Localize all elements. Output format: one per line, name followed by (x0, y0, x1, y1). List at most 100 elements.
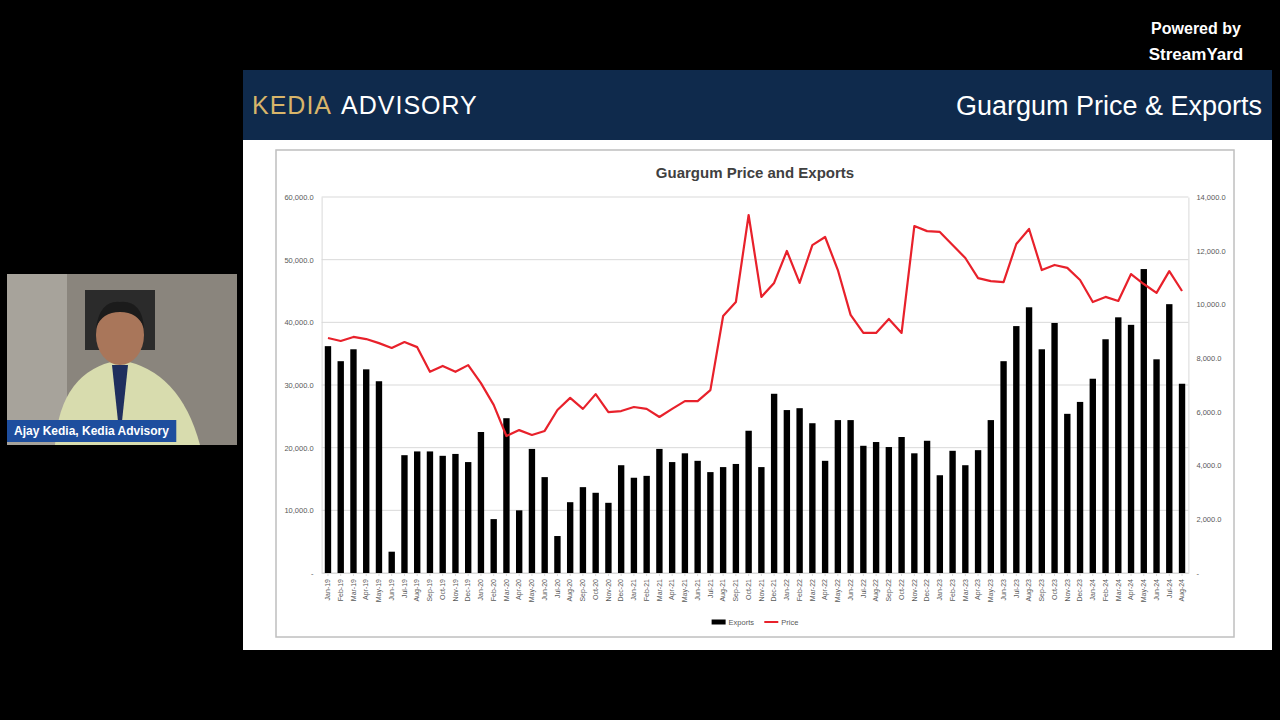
bar (873, 442, 879, 573)
bar (1051, 323, 1057, 573)
tick: Oct-19 (439, 573, 446, 600)
tick-mark (429, 573, 430, 576)
tick-mark (1118, 573, 1119, 576)
tick-mark (965, 573, 966, 576)
tick: Mar-24 (1115, 573, 1122, 601)
tick-mark (366, 573, 367, 576)
tick-mark (748, 573, 749, 576)
tick: Jan-20 (477, 573, 484, 600)
tick: Nov-20 (605, 573, 612, 602)
y-axis: -10,000.020,000.030,000.040,000.050,000.… (284, 193, 322, 578)
bar (592, 493, 598, 573)
tick: Nov-23 (1064, 573, 1071, 602)
tick: Jul-23 (1013, 573, 1020, 598)
plot-area (325, 215, 1185, 573)
tick-mark (876, 573, 877, 576)
tick-mark (327, 573, 328, 576)
tick-mark (621, 573, 622, 576)
tick-mark (455, 573, 456, 576)
tick-label: Oct-20 (592, 579, 599, 600)
grid-line (322, 573, 1189, 574)
tick-label: 4,000.0 (1196, 461, 1221, 470)
tick: Mar-23 (962, 573, 969, 601)
tick-mark (417, 573, 418, 576)
tick-label: Jul-24 (1166, 579, 1173, 598)
tick: Aug-23 (1025, 573, 1033, 602)
tick-mark (608, 573, 609, 576)
webcam-wall (7, 274, 67, 445)
tick-mark (863, 573, 864, 576)
tick-label: Oct-21 (745, 579, 752, 600)
tick-mark (1003, 573, 1004, 576)
tick: 20,000.0 (284, 444, 321, 453)
bar (822, 461, 828, 573)
bar (529, 449, 535, 573)
tick-mark (939, 573, 940, 576)
tick-label: 20,000.0 (284, 444, 313, 453)
bar (1039, 349, 1045, 573)
tick-label: Apr-23 (974, 579, 982, 600)
tick-mark (774, 573, 775, 576)
brand-first: KEDIA (252, 91, 332, 119)
tick-mark (1029, 573, 1030, 576)
tick-label: Jan-24 (1089, 579, 1096, 601)
tick-mark (1169, 573, 1170, 576)
tick: Apr-24 (1127, 573, 1135, 600)
tick: May-24 (1140, 573, 1148, 602)
bar (516, 510, 522, 573)
tick-mark (812, 573, 813, 576)
tick-label: 10,000.0 (284, 506, 313, 515)
tick: 40,000.0 (284, 318, 321, 327)
bar (1179, 384, 1185, 573)
bar (694, 461, 700, 573)
tick-mark (506, 573, 507, 576)
tick: Jan-22 (783, 573, 790, 600)
tick-mark (1016, 573, 1017, 576)
tick: Aug-19 (413, 573, 421, 602)
tick-mark (468, 573, 469, 576)
bar (363, 369, 369, 573)
tick: Apr-19 (362, 573, 370, 600)
tick: Sep-23 (1038, 573, 1046, 602)
tick-mark (391, 573, 392, 576)
tick: 10,000.0 (284, 506, 321, 515)
tick-label: Mar-21 (656, 579, 663, 601)
tick-mark (735, 573, 736, 576)
tick-mark (1105, 573, 1106, 576)
bar (1153, 359, 1159, 573)
tick: Apr-20 (515, 573, 523, 600)
tick: Apr-23 (974, 573, 982, 600)
tick-label: Sep-23 (1038, 579, 1046, 602)
tick: Feb-24 (1102, 573, 1109, 601)
tick-label: Jan-21 (630, 579, 637, 601)
tick-label: 14,000.0 (1196, 193, 1225, 202)
legend: Exports Price (712, 618, 799, 627)
tick-label: Sep-19 (426, 579, 434, 602)
tick-mark (1156, 573, 1157, 576)
tick-label: 60,000.0 (284, 193, 313, 202)
tick-label: Feb-20 (490, 579, 497, 601)
tick-label: Apr-22 (821, 579, 829, 600)
bar (452, 454, 458, 573)
tick: Aug-22 (872, 573, 880, 602)
tick: Mar-21 (656, 573, 663, 601)
tick-label: Jan-20 (477, 579, 484, 601)
tick-label: Jun-23 (1000, 579, 1007, 601)
tick: Jun-23 (1000, 573, 1007, 600)
bar (1064, 414, 1070, 573)
tick-label: Nov-21 (758, 579, 765, 602)
tick-mark (672, 573, 673, 576)
bar (427, 451, 433, 573)
tick-label: Mar-23 (962, 579, 969, 601)
legend-item: Price (764, 618, 798, 627)
chart-frame (276, 150, 1234, 637)
tick: Feb-20 (490, 573, 497, 601)
bar (567, 502, 573, 573)
tick-label: Aug-21 (719, 579, 727, 602)
tick-label: 8,000.0 (1196, 354, 1221, 363)
legend-label: Exports (729, 618, 755, 627)
bar (949, 451, 955, 573)
tick-label: Aug-20 (566, 579, 574, 602)
tick: 30,000.0 (284, 381, 321, 390)
bar (988, 420, 994, 573)
